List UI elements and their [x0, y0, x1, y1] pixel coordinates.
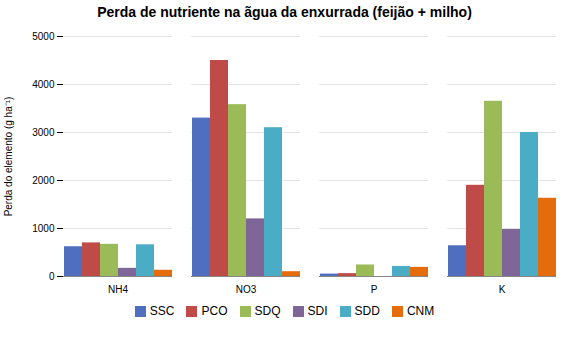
svg-text:2000: 2000 — [32, 175, 55, 186]
svg-text:NO3: NO3 — [236, 284, 257, 295]
svg-text:NH4: NH4 — [108, 284, 128, 295]
html-text:SSC: SSC — [149, 304, 175, 318]
html-text:SDQ: SDQ — [254, 304, 281, 318]
svg-text:5000: 5000 — [32, 31, 55, 42]
html-text:PCO: PCO — [201, 304, 228, 318]
svg-text:P: P — [371, 284, 378, 295]
html-text:SDI: SDI — [307, 304, 328, 318]
html-text:CNM: CNM — [406, 304, 435, 318]
html-text:SDD: SDD — [354, 304, 380, 318]
svg-text:4000: 4000 — [32, 79, 55, 90]
svg-text:3000: 3000 — [32, 127, 55, 138]
svg-text:K: K — [499, 284, 506, 295]
svg-text:1000: 1000 — [32, 223, 55, 234]
svg-text:Perda do elemento (g ha⁻¹): Perda do elemento (g ha⁻¹) — [3, 97, 14, 217]
html-text:Perda de nutriente na ãgua da: Perda de nutriente na ãgua da enxurrada … — [97, 4, 472, 20]
svg-text:0: 0 — [49, 271, 55, 282]
